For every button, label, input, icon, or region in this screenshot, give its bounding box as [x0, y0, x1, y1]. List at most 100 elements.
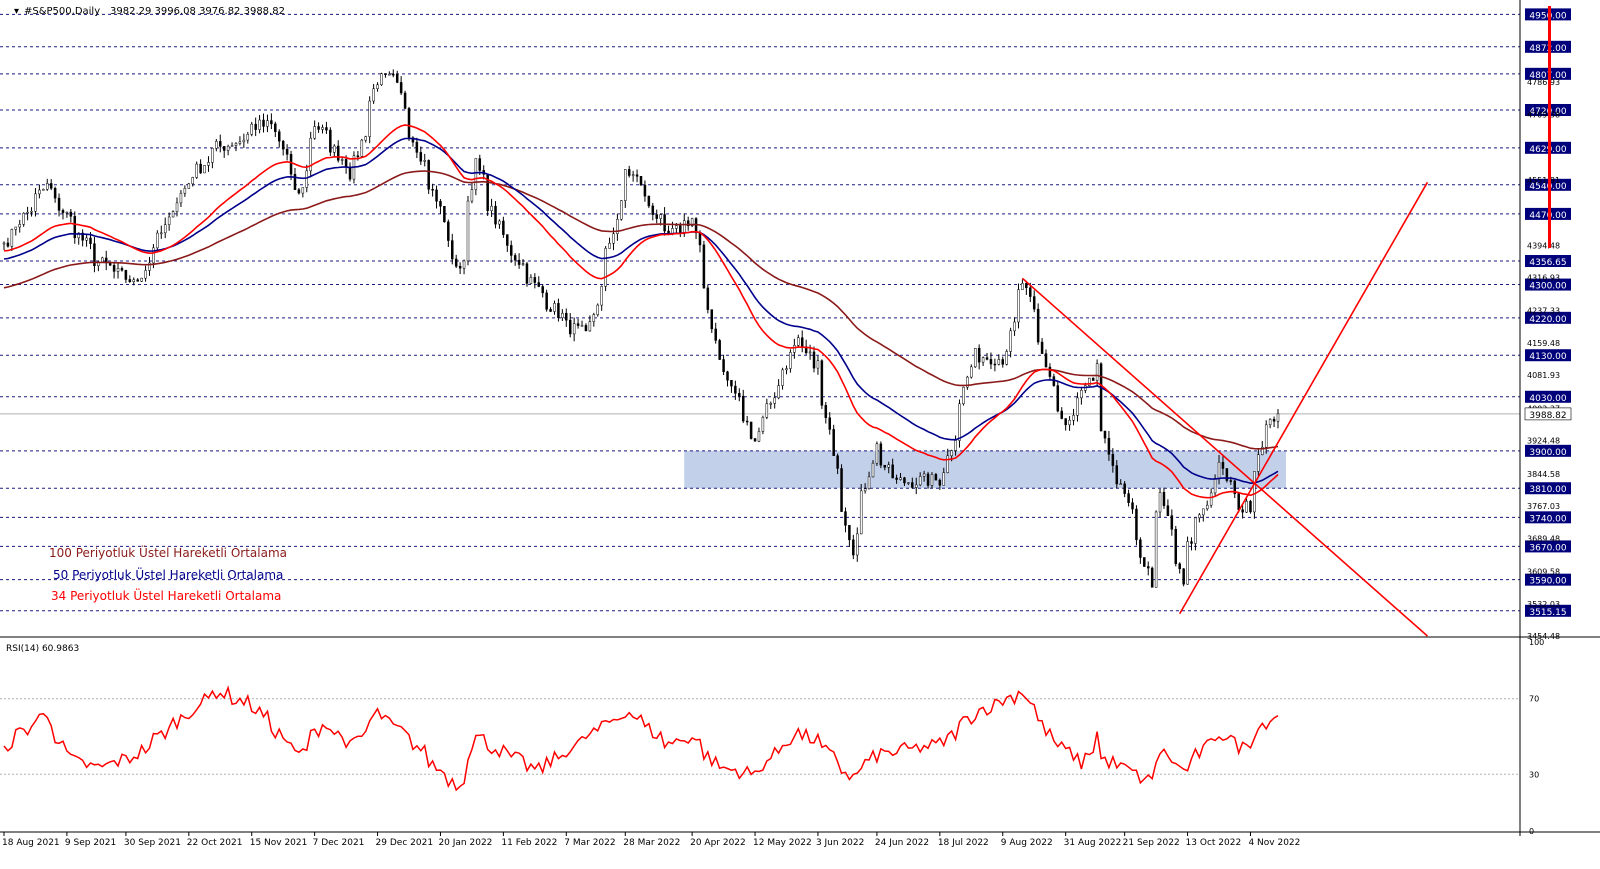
candle-body	[576, 323, 580, 326]
scale-label: 3844.58	[1527, 470, 1560, 479]
x-tick-label: 20 Apr 2022	[690, 838, 746, 848]
candle-body	[2, 242, 6, 245]
level-label-bg	[1525, 540, 1571, 553]
candle-body	[710, 309, 714, 330]
level-label: 4130.00	[1529, 352, 1566, 362]
candle-body	[572, 323, 576, 335]
candle-body	[1217, 461, 1221, 479]
candle-body	[863, 488, 867, 492]
trendlines	[1021, 181, 1429, 637]
candle-body	[187, 183, 191, 189]
candle-body	[977, 347, 981, 363]
candle-body	[305, 170, 309, 188]
candle-body	[694, 218, 698, 234]
candle-body	[163, 224, 167, 234]
candle-body	[478, 158, 482, 171]
candle-body	[1080, 390, 1083, 399]
candle-body	[1190, 541, 1193, 544]
candle-body	[1131, 502, 1134, 510]
candle-body	[1139, 539, 1142, 558]
candle-body	[53, 188, 57, 199]
candle-body	[474, 158, 478, 190]
candle-body	[970, 366, 973, 378]
candle-body	[918, 476, 922, 486]
candle-body	[985, 357, 989, 360]
moving-averages	[3, 124, 1279, 499]
candle-body	[856, 533, 859, 556]
candle-body	[635, 174, 639, 177]
rsi-tick-label: 30	[1529, 770, 1539, 779]
rsi-tick-label: 70	[1529, 695, 1539, 704]
candle-body	[1088, 377, 1091, 386]
candle-body	[443, 206, 446, 223]
candle-body	[65, 211, 69, 214]
candle-body	[447, 221, 450, 241]
level-label-bg	[1525, 349, 1571, 362]
candle-body	[875, 443, 879, 464]
candle-body	[627, 169, 631, 176]
scale-label: 4786.93	[1527, 78, 1560, 87]
candle-body	[419, 152, 423, 162]
candle-body	[435, 189, 438, 202]
candle-body	[643, 184, 647, 197]
candle-body	[258, 119, 261, 130]
candle-body	[844, 511, 847, 526]
candle-body	[1068, 420, 1071, 426]
candle-body	[655, 214, 658, 219]
scale-label: 3767.03	[1527, 502, 1560, 511]
ohlc-readout: 3982.29 3996.08 3976.82 3988.82	[110, 6, 285, 17]
candle-body	[93, 243, 96, 267]
candle-body	[541, 286, 544, 294]
candle-body	[38, 189, 41, 195]
candle-body	[1060, 410, 1063, 419]
candle-body	[521, 263, 525, 265]
candle-body	[234, 143, 238, 146]
level-label: 3515.15	[1529, 608, 1566, 618]
candle-body	[647, 195, 651, 207]
candle-body	[859, 490, 863, 535]
candle-body	[828, 417, 831, 430]
legend-ema34: 34 Periyotluk Üstel Hareketli Ortalama	[51, 587, 281, 603]
candle-body	[620, 200, 623, 220]
candle-body	[926, 473, 930, 486]
candle-body	[785, 368, 788, 371]
candle-body	[226, 145, 230, 151]
candle-body	[612, 233, 615, 244]
candle-body	[663, 214, 666, 232]
candle-body	[1205, 504, 1209, 510]
candle-body	[14, 226, 18, 230]
candle-body	[506, 234, 509, 246]
candle-body	[714, 328, 717, 341]
candle-body	[26, 211, 29, 214]
level-label: 4030.00	[1529, 394, 1566, 404]
candle-body	[808, 351, 812, 354]
candle-body	[730, 379, 733, 387]
candle-body	[329, 129, 332, 153]
candle-body	[824, 405, 828, 418]
candle-body	[690, 218, 694, 227]
x-tick-label: 15 Nov 2021	[250, 838, 308, 848]
candle-body	[73, 216, 77, 239]
x-tick-label: 21 Sep 2022	[1123, 838, 1180, 848]
candle-body	[407, 108, 411, 138]
candle-body	[722, 359, 725, 373]
current-price-tag	[1524, 407, 1572, 421]
legend-ema100: 100 Periyotluk Üstel Hareketli Ortalama	[49, 544, 287, 560]
candle-body	[981, 357, 985, 363]
candle-body	[140, 277, 143, 282]
candle-body	[565, 312, 568, 321]
candle-body	[254, 123, 257, 130]
candle-body	[1241, 509, 1244, 513]
candle-body	[270, 120, 273, 125]
candle-body	[356, 155, 360, 158]
x-tick-label: 24 Jun 2022	[875, 838, 929, 848]
candle-body	[1111, 454, 1115, 466]
candle-body	[871, 462, 875, 478]
rsi-line	[3, 685, 1279, 792]
candle-body	[313, 126, 316, 139]
candle-body	[81, 232, 84, 241]
scale-label: 3609.58	[1527, 568, 1560, 577]
collapse-triangle-icon[interactable]: ▾	[14, 6, 19, 17]
candle-body	[1261, 446, 1264, 456]
